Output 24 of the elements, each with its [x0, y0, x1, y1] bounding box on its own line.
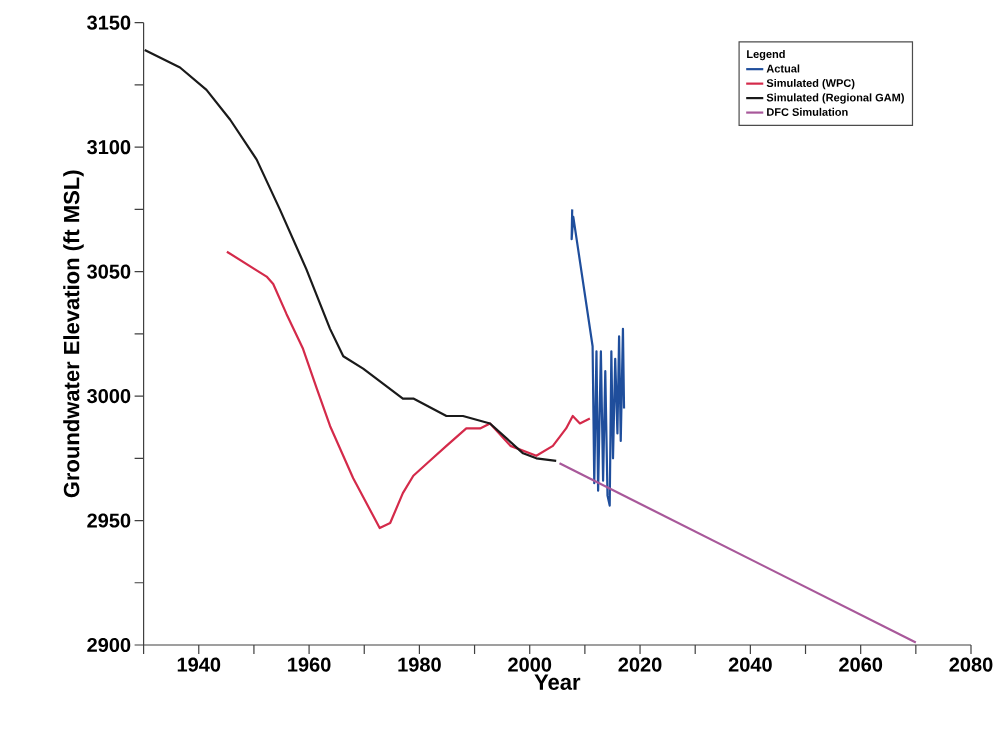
- y-tick-label: 2950: [87, 513, 131, 528]
- x-tick-label: 1940: [177, 657, 221, 672]
- legend-title: Legend: [747, 49, 785, 61]
- x-tick-label: 2060: [839, 657, 883, 672]
- y-axis-title: Groundwater Elevation (ft MSL): [63, 170, 84, 498]
- legend-label: DFC Simulation: [767, 107, 848, 116]
- x-axis-title: Year: [534, 674, 581, 690]
- x-tick-label: 1980: [398, 657, 441, 672]
- y-tick-label: 3000: [87, 388, 131, 404]
- x-tick-label: 2000: [508, 657, 552, 672]
- legend-label: Simulated (Regional GAM): [766, 93, 904, 104]
- line-series: [570, 208, 626, 507]
- x-tick-label: 1960: [288, 657, 331, 672]
- y-tick-label: 3100: [87, 140, 131, 155]
- x-tick-label: 2080: [949, 657, 993, 672]
- legend-label: Simulated (WPC): [766, 78, 855, 90]
- line-series: [143, 48, 558, 462]
- legend-label: Actual: [766, 64, 800, 73]
- y-tick-label: 3150: [87, 15, 131, 30]
- x-tick-label: 2020: [618, 657, 662, 672]
- line-series: [225, 250, 591, 530]
- y-tick-label: 3050: [87, 264, 131, 279]
- x-tick-label: 2040: [728, 657, 772, 672]
- y-tick-label: 2900: [87, 637, 131, 653]
